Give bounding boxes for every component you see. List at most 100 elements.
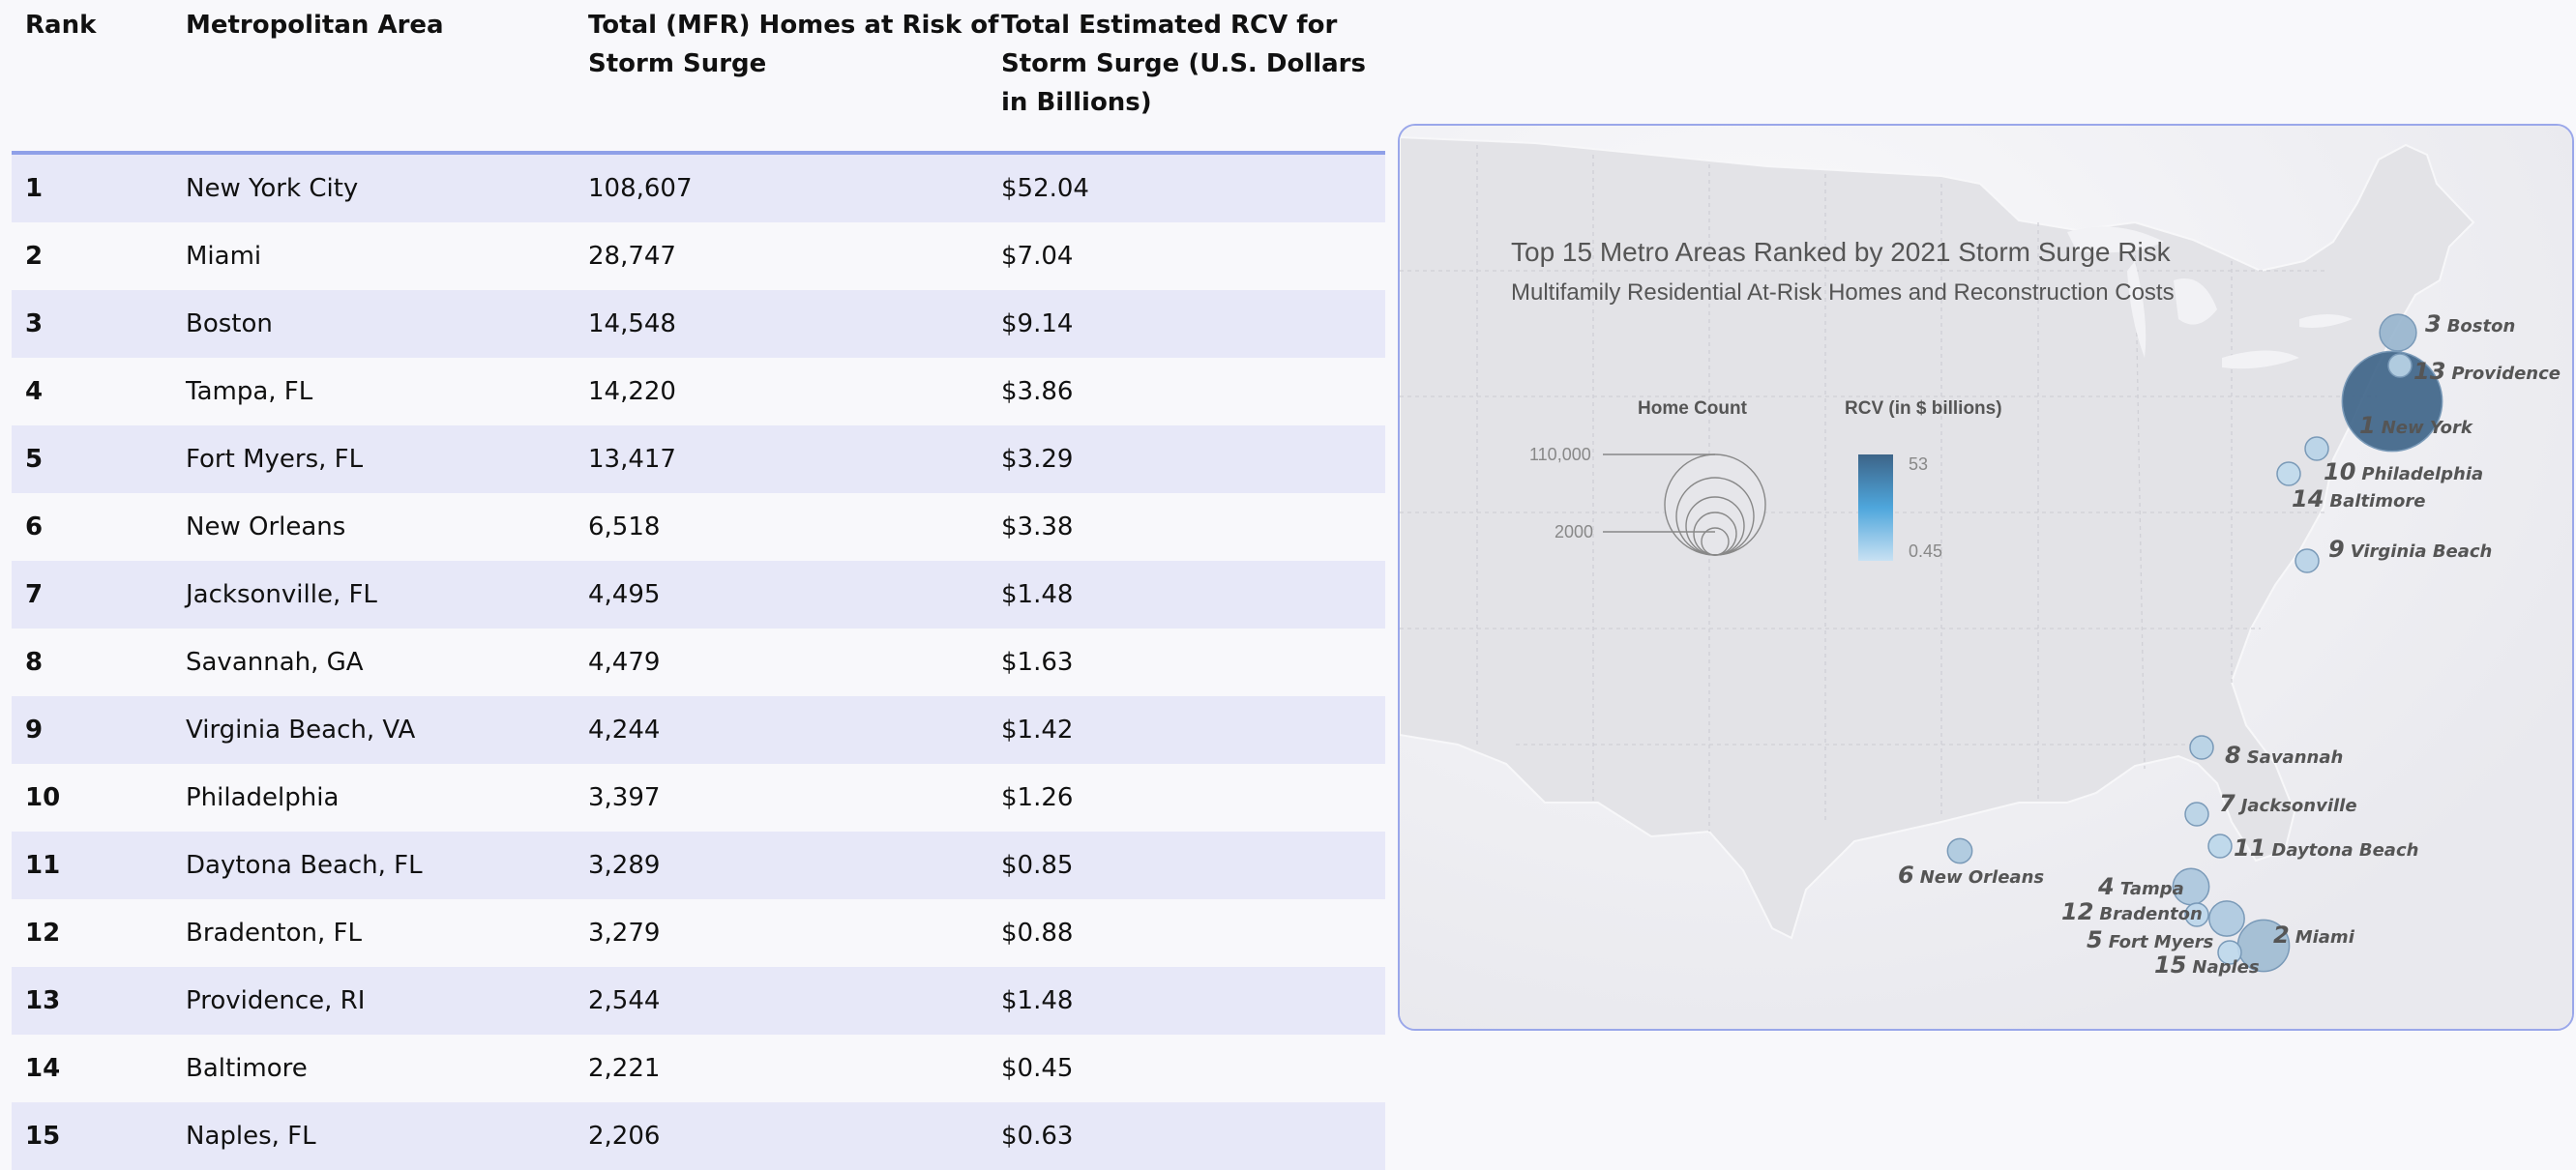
rank-cell: 15	[25, 1122, 61, 1151]
metro-label-name: Boston	[2447, 316, 2516, 336]
metro-label-name: Savannah	[2247, 747, 2344, 768]
metro-marker-12[interactable]	[2184, 902, 2209, 927]
homes-at-risk-cell: 2,221	[588, 1054, 661, 1083]
rcv-cell: $0.63	[1001, 1122, 1074, 1151]
metro-label-name: Miami	[2295, 927, 2355, 948]
homes-at-risk-cell: 2,206	[588, 1122, 661, 1151]
rcv-cell: $1.48	[1001, 986, 1074, 1015]
metro-label-rank: 5	[2087, 926, 2103, 953]
metro-label-1: 1 New York	[2359, 412, 2473, 439]
metro-label-rank: 8	[2225, 742, 2241, 769]
table-row: 6 New Orleans 6,518 $3.38	[12, 493, 1385, 561]
metro-label-name: Naples	[2192, 957, 2259, 978]
metro-label-name: Baltimore	[2329, 491, 2425, 512]
metro-label-rank: 11	[2234, 834, 2265, 862]
rank-cell: 10	[25, 783, 61, 812]
rcv-cell: $7.04	[1001, 242, 1074, 271]
metro-label-name: Fort Myers	[2109, 932, 2214, 952]
rcv-cell: $0.45	[1001, 1054, 1074, 1083]
metro-marker-5[interactable]	[2208, 900, 2245, 937]
metro-label-rank: 14	[2292, 485, 2324, 512]
header-rcv: Total Estimated RCV for Storm Surge (U.S…	[1001, 11, 1366, 117]
map-subtitle: Multifamily Residential At-Risk Homes an…	[1511, 279, 2175, 306]
legend-rcv-min: 0.45	[1909, 541, 1942, 561]
table-row: 1 New York City 108,607 $52.04	[12, 153, 1385, 222]
metro-label-rank: 10	[2324, 458, 2355, 485]
table-row: 14 Baltimore 2,221 $0.45	[12, 1035, 1385, 1102]
metro-markers	[1946, 313, 2443, 973]
metro-label-6: 6 New Orleans	[1898, 862, 2044, 889]
rcv-cell: $0.88	[1001, 919, 1074, 948]
table-row: 7 Jacksonville, FL 4,495 $1.48	[12, 561, 1385, 629]
metro-area-cell: Providence, RI	[186, 986, 366, 1015]
homes-at-risk-cell: 13,417	[588, 445, 676, 474]
metro-label-15: 15 Naples	[2154, 951, 2260, 979]
rcv-cell: $3.86	[1001, 377, 1074, 406]
metro-area-cell: Miami	[186, 242, 262, 271]
rank-cell: 4	[25, 377, 44, 406]
table-row: 15 Naples, FL 2,206 $0.63	[12, 1102, 1385, 1170]
rank-cell: 14	[25, 1054, 61, 1083]
rcv-cell: $1.48	[1001, 580, 1074, 609]
metro-label-4: 4 Tampa	[2097, 873, 2184, 900]
rank-cell: 1	[25, 174, 44, 203]
metro-area-cell: Virginia Beach, VA	[186, 716, 416, 745]
metro-marker-7[interactable]	[2184, 802, 2209, 827]
homes-at-risk-cell: 3,397	[588, 783, 661, 812]
legend-home-count-min: 2000	[1554, 522, 1593, 541]
homes-at-risk-cell: 4,495	[588, 580, 661, 609]
rank-cell: 13	[25, 986, 61, 1015]
legend-size-circles	[1603, 453, 1766, 556]
header-metro-area: Metropolitan Area	[186, 11, 444, 40]
metro-marker-1[interactable]	[2341, 350, 2443, 453]
table-row: 4 Tampa, FL 14,220 $3.86	[12, 358, 1385, 425]
metro-label-rank: 15	[2154, 951, 2186, 979]
storm-surge-map: Top 15 Metro Areas Ranked by 2021 Storm …	[1400, 126, 2572, 1029]
metro-label-11: 11 Daytona Beach	[2234, 834, 2418, 862]
metro-marker-14[interactable]	[2276, 461, 2301, 486]
metro-marker-9[interactable]	[2295, 548, 2320, 573]
rank-cell: 3	[25, 309, 44, 338]
rank-cell: 5	[25, 445, 44, 474]
homes-at-risk-cell: 3,289	[588, 851, 661, 880]
metro-marker-13[interactable]	[2387, 353, 2413, 378]
legend-home-count-max: 110,000	[1529, 445, 1591, 464]
rank-cell: 6	[25, 512, 44, 541]
header-rank: Rank	[25, 11, 97, 40]
metro-label-8: 8 Savannah	[2225, 742, 2343, 769]
table-row: 12 Bradenton, FL 3,279 $0.88	[12, 899, 1385, 967]
table-row: 5 Fort Myers, FL 13,417 $3.29	[12, 425, 1385, 493]
legend-rcv-max: 53	[1909, 454, 1928, 474]
rcv-cell: $3.29	[1001, 445, 1074, 474]
metro-marker-3[interactable]	[2379, 313, 2417, 352]
great-lakes	[2067, 226, 2353, 369]
metro-area-cell: Daytona Beach, FL	[186, 851, 423, 880]
metro-label-rank: 6	[1898, 862, 1914, 889]
header-homes-at-risk: Total (MFR) Homes at Risk of Storm Surge	[588, 11, 999, 78]
metro-label-name: Bradenton	[2099, 904, 2202, 924]
metro-marker-11[interactable]	[2207, 834, 2233, 859]
legend-rcv-label: RCV (in $ billions)	[1845, 398, 2002, 419]
metro-area-cell: Philadelphia	[186, 783, 340, 812]
metro-labels: 1 New York 2 Miami 3 Boston 4 Tampa 5 Fort Myers 6…	[1898, 310, 2561, 979]
map-title: Top 15 Metro Areas Ranked by 2021 Storm …	[1511, 237, 2172, 267]
metro-table-section: Rank Metropolitan Area Total (MFR) Homes…	[12, 11, 1385, 1170]
rcv-cell: $1.26	[1001, 783, 1074, 812]
metro-marker-10[interactable]	[2304, 436, 2329, 461]
table-row: 2 Miami 28,747 $7.04	[12, 222, 1385, 290]
metro-label-rank: 9	[2328, 536, 2345, 563]
metro-area-cell: Fort Myers, FL	[186, 445, 364, 474]
metro-label-name: New Orleans	[1920, 867, 2045, 888]
metro-label-name: Virginia Beach	[2351, 541, 2493, 562]
metro-label-name: Daytona Beach	[2271, 840, 2418, 861]
metro-label-3: 3 Boston	[2425, 310, 2515, 337]
metro-label-2: 2 Miami	[2273, 921, 2355, 949]
rcv-cell: $1.63	[1001, 648, 1074, 677]
metro-label-name: New York	[2382, 418, 2473, 438]
metro-marker-6[interactable]	[1946, 837, 1973, 864]
metro-marker-15[interactable]	[2217, 940, 2242, 965]
metro-label-5: 5 Fort Myers	[2087, 926, 2213, 953]
metro-label-rank: 7	[2219, 790, 2235, 817]
metro-marker-8[interactable]	[2189, 735, 2214, 760]
metro-area-cell: Baltimore	[186, 1054, 308, 1083]
